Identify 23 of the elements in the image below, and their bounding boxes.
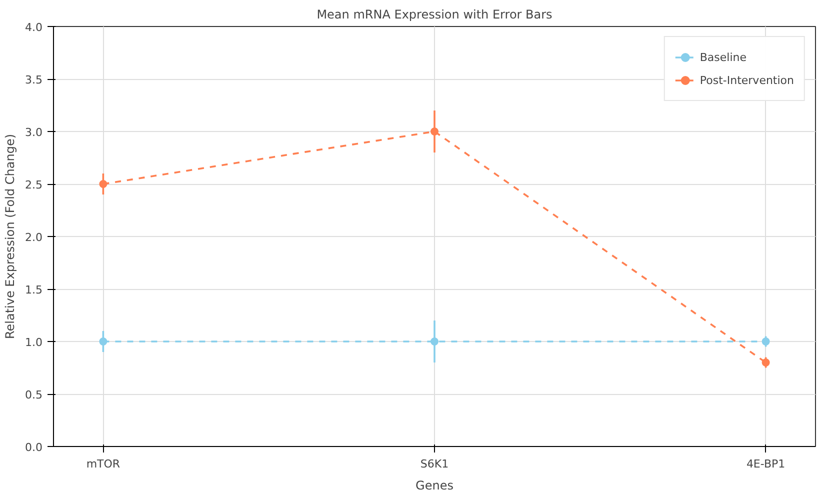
x-axis-title: Genes <box>416 478 454 492</box>
point <box>762 358 770 366</box>
y-tick-label: 1.5 <box>25 284 43 296</box>
point <box>99 338 108 346</box>
y-tick-label: 3.0 <box>25 126 43 139</box>
chart-title: Mean mRNA Expression with Error Bars <box>316 8 552 22</box>
point <box>762 338 770 346</box>
x-tick-label: S6K1 <box>420 458 449 470</box>
y-tick-label: 2.5 <box>25 178 43 192</box>
point <box>99 180 108 188</box>
y-tick-label: 2.0 <box>25 231 43 244</box>
x-tick-label: 4E-BP1 <box>746 458 786 470</box>
legend-label: Baseline <box>700 50 747 64</box>
point <box>430 128 438 136</box>
point <box>430 338 438 346</box>
y-tick-label: 0.0 <box>25 441 43 454</box>
y-axis-title: Relative Expression (Fold Change) <box>3 134 18 340</box>
y-tick-label: 3.5 <box>25 74 43 86</box>
y-tick-label: 0.5 <box>25 388 43 402</box>
y-tick-label: 1.0 <box>25 336 43 349</box>
legend-label: Post-Intervention <box>700 74 794 86</box>
y-tick-label: 4.0 <box>25 21 43 34</box>
x-tick-label: mTOR <box>86 458 120 470</box>
